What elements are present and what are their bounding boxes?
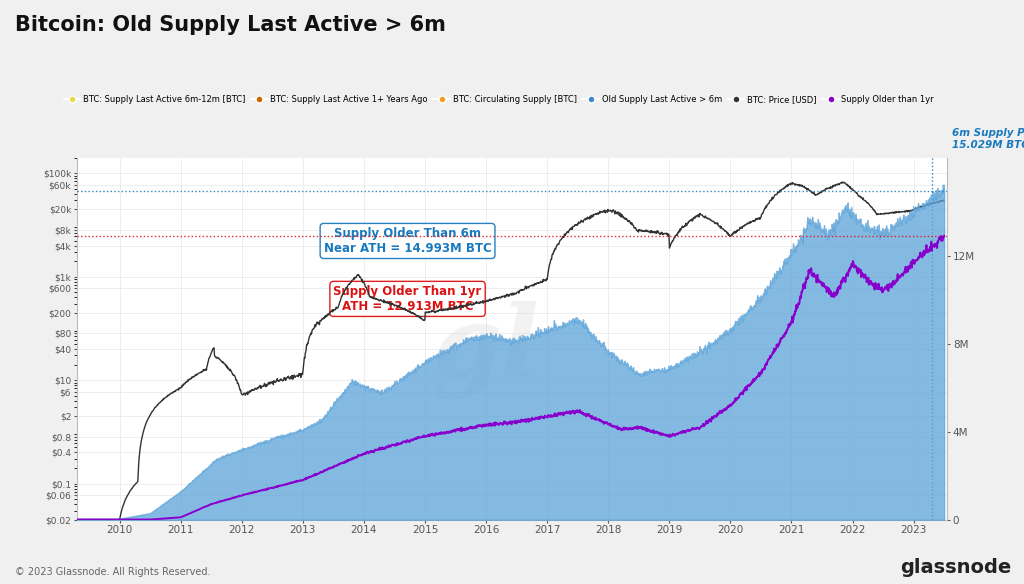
- Text: Supply Older Than 6m
Near ATH = 14.993M BTC: Supply Older Than 6m Near ATH = 14.993M …: [324, 227, 492, 255]
- Text: © 2023 Glassnode. All Rights Reserved.: © 2023 Glassnode. All Rights Reserved.: [15, 567, 211, 577]
- Text: gl: gl: [432, 301, 540, 399]
- Text: Supply Older Than 1yr
ATH = 12.913M BTC: Supply Older Than 1yr ATH = 12.913M BTC: [334, 285, 481, 313]
- Text: Bitcoin: Old Supply Last Active > 6m: Bitcoin: Old Supply Last Active > 6m: [15, 15, 446, 34]
- Text: 6m Supply Peak
15.029M BTC: 6m Supply Peak 15.029M BTC: [951, 128, 1024, 151]
- Text: glassnode: glassnode: [900, 558, 1012, 577]
- Legend: BTC: Supply Last Active 6m-12m [BTC], BTC: Supply Last Active 1+ Years Ago, BTC:: BTC: Supply Last Active 6m-12m [BTC], BT…: [63, 95, 934, 104]
